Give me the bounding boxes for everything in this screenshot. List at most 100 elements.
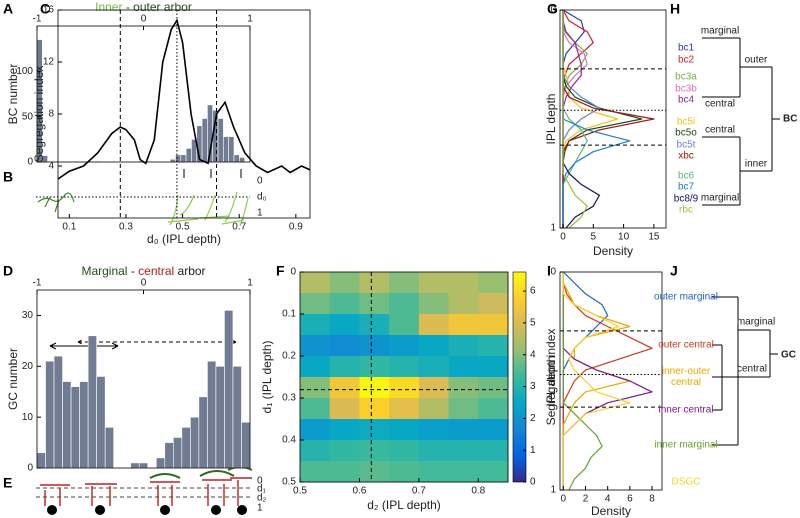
colorbar-label: Segregation index: [544, 329, 558, 426]
y-axis-label: Segregation index: [32, 66, 46, 163]
colorbar-tick-label: 2: [530, 413, 536, 424]
colorbar-tick-label: 4: [530, 349, 536, 360]
heat-cell: [478, 461, 509, 483]
heat-cell: [478, 356, 509, 378]
x-tick-label: 0.5: [176, 222, 190, 233]
heat-cell: [359, 272, 390, 294]
heat-cell: [389, 335, 420, 357]
x-tick-label: 0.7: [232, 222, 246, 233]
panel-letter: F: [276, 263, 285, 279]
arrows-a: [183, 169, 242, 178]
heat-cell: [478, 293, 509, 315]
y-tick-label: 0.4: [282, 435, 296, 446]
plot-frame: [559, 9, 667, 229]
bar: [224, 310, 234, 469]
heat-cell: [448, 419, 479, 441]
x-tick-label: 1: [247, 14, 253, 25]
bar: [228, 136, 235, 163]
y-tick-label: 0.1: [282, 309, 296, 320]
x-tick-label: -1: [33, 14, 42, 25]
bar: [155, 457, 166, 469]
y-tick-label: 16: [43, 5, 55, 16]
y-tick-label: 50: [22, 111, 34, 122]
heat-cell: [329, 440, 360, 462]
bar: [180, 154, 187, 163]
heat-cell: [448, 293, 479, 315]
density-line: [562, 272, 631, 490]
bar: [239, 157, 245, 163]
y-tick-label: 1: [550, 223, 556, 234]
x-tick-label: 15: [648, 232, 660, 243]
heat-cell: [359, 293, 390, 315]
heat-cell: [329, 398, 360, 420]
panel-letter: B: [3, 169, 13, 185]
y-tick-label: 0: [550, 5, 556, 16]
y-tick-label: 30: [22, 310, 34, 321]
heat-cell: [300, 335, 331, 357]
title-part: arbor: [174, 264, 205, 278]
bar: [233, 154, 240, 163]
colorbar: [512, 271, 527, 483]
heat-cell: [300, 377, 331, 399]
heat-cell: [418, 272, 450, 294]
heat-cell: [300, 356, 331, 378]
heat-cell: [359, 356, 390, 378]
leaf-label: bc7: [677, 181, 695, 193]
title-part: - outer arbor: [122, 0, 191, 14]
heat-cell: [300, 440, 331, 462]
depth-label: d₀: [257, 192, 267, 203]
heat-cell: [478, 377, 509, 399]
chart-title: Marginal - central arbor: [81, 264, 205, 278]
x-tick-label: -1: [33, 278, 42, 289]
bar: [181, 427, 191, 469]
leaf-label: inner marginal: [654, 439, 718, 451]
bar: [173, 437, 183, 469]
range-arrows: [49, 338, 237, 350]
node-label: inner: [745, 159, 768, 170]
heat-cell: [478, 398, 509, 420]
heat-cell: [448, 272, 479, 294]
heat-cell: [300, 272, 331, 294]
leaf-label: bc5i: [676, 116, 696, 128]
x-tick-label: 2: [583, 494, 589, 505]
heat-cell: [359, 461, 390, 483]
heat-cell: [389, 440, 420, 462]
x-tick-label: 0: [561, 494, 567, 505]
leaf-label: inner-outer central: [661, 366, 711, 388]
heat-cell: [329, 356, 360, 378]
leaf-label: bc8/9: [673, 193, 699, 205]
leaf-label: bc1: [677, 42, 695, 54]
heat-cell: [329, 461, 360, 483]
plot-frame: [57, 9, 311, 219]
depth-label: 1: [257, 503, 263, 514]
node-label: marginal: [701, 193, 739, 204]
depth-label: 1: [257, 208, 263, 219]
y-tick-label: 8: [48, 109, 54, 120]
node-label: marginal: [701, 26, 739, 37]
depth-label: 0: [257, 476, 263, 487]
depth-label: d₂: [257, 493, 267, 504]
density-line: [562, 10, 582, 228]
bar: [36, 452, 46, 469]
root-label: GC: [781, 350, 796, 361]
leaf-label: DSGC: [671, 476, 701, 488]
bar: [217, 118, 224, 163]
heat-cell: [418, 356, 450, 378]
leaf-label: rbc: [679, 204, 693, 216]
colorbar-tick-label: 5: [530, 318, 536, 329]
heat-cell: [329, 272, 360, 294]
bar: [207, 360, 217, 469]
y-tick-label: 0: [27, 463, 33, 474]
x-tick-label: 5: [591, 232, 597, 243]
heat-cell: [300, 419, 331, 441]
density-line: [562, 10, 588, 229]
y-tick-label: 20: [22, 361, 34, 372]
y-axis-label: BC number: [6, 64, 20, 125]
heat-cell: [448, 440, 479, 462]
y-tick-label: 0.2: [282, 351, 296, 362]
heat-cell: [329, 314, 360, 336]
leaf-label: outer central: [658, 339, 714, 351]
bar: [175, 154, 182, 163]
bar: [130, 462, 140, 469]
heat-cell: [329, 419, 360, 441]
